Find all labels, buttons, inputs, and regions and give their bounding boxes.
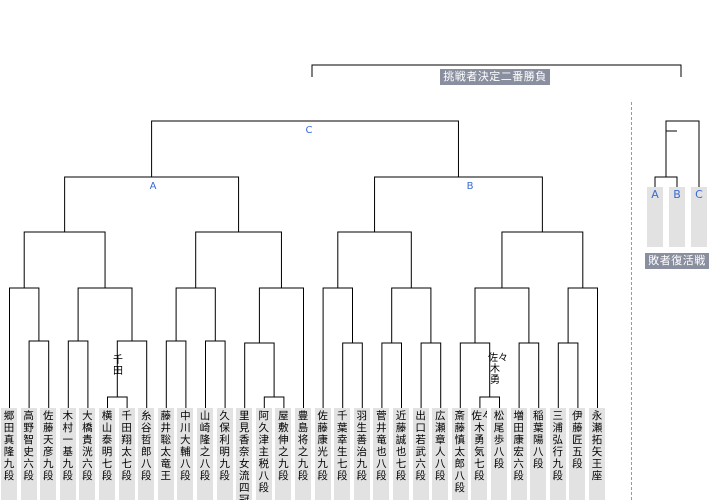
player-name: 近藤誠也七段 — [393, 408, 409, 500]
player-name: 永瀬拓矢王座 — [589, 408, 605, 500]
player-name: 藤井聡太竜王 — [157, 408, 174, 500]
player-name: 広瀬章人八段 — [432, 408, 449, 500]
player-name: 久保利明九段 — [216, 408, 233, 500]
bracket-line — [665, 130, 677, 177]
bracket-line — [654, 176, 678, 187]
bracket-line — [23, 231, 106, 288]
player-name: 屋敷伸之九段 — [275, 408, 292, 500]
bracket-line — [374, 176, 543, 232]
final-title: 挑戦者決定二番勝負 — [440, 69, 550, 85]
bracket-line — [391, 287, 432, 343]
player-name: 佐藤康光九段 — [314, 408, 331, 500]
player-name: 山崎隆之八段 — [197, 408, 213, 500]
player-name: 阿久津主税八段 — [255, 408, 272, 500]
bracket-line — [322, 287, 353, 408]
bracket-line — [557, 342, 579, 408]
player-name: 羽生善治九段 — [353, 408, 370, 500]
player-name: 千葉幸生七段 — [334, 408, 351, 500]
bracket-line — [67, 340, 89, 408]
losers-slot-a: A — [647, 187, 663, 247]
player-name: 菅井竜也八段 — [373, 408, 390, 500]
section-divider — [631, 102, 632, 500]
player-name: 中川大輔八段 — [177, 408, 194, 500]
bracket-line — [479, 396, 500, 408]
player-name: 佐藤天彦九段 — [40, 408, 57, 500]
label-c: C — [305, 125, 313, 136]
label-b: B — [466, 181, 474, 192]
bracket-line — [165, 340, 187, 408]
bracket-line — [381, 342, 402, 408]
player-name: 豊島将之九段 — [295, 408, 311, 500]
bracket-line — [474, 287, 530, 343]
player-name: 郷田真隆九段 — [1, 408, 17, 500]
bracket-line — [337, 231, 412, 288]
player-name: 横山泰明七段 — [99, 408, 115, 500]
bracket-line — [258, 287, 304, 408]
bracket-line — [205, 340, 226, 408]
bracket-line — [459, 342, 491, 408]
player-name: 稲葉 陽八段 — [530, 408, 547, 500]
player-name: 糸谷哲郎八段 — [138, 408, 155, 500]
bracket-line — [420, 342, 442, 408]
bracket-line — [28, 340, 50, 408]
bracket-line — [665, 120, 700, 187]
player-name: 高野智史六段 — [20, 408, 37, 500]
losers-slot-b: B — [669, 187, 685, 247]
player-name: 佐々木勇気七段 — [471, 408, 488, 500]
bracket-line — [151, 120, 459, 177]
note-senda: 千田 — [113, 355, 123, 377]
player-name: 里見香奈女流四冠 — [236, 408, 253, 500]
bracket-line — [107, 396, 128, 408]
label-a: A — [149, 181, 157, 192]
bracket-line — [342, 342, 363, 408]
bracket-line — [9, 287, 40, 408]
bracket-line — [311, 64, 682, 77]
player-name: 斎藤慎太郎八段 — [451, 408, 468, 500]
bracket-line — [175, 287, 216, 341]
bracket-line — [501, 231, 584, 288]
player-name: 松尾 歩八段 — [491, 408, 507, 500]
bracket-line — [244, 342, 275, 408]
player-name: 大橋貴洸六段 — [79, 408, 96, 500]
losers-slot-c: C — [691, 187, 707, 247]
note-sasaki: 佐々木勇 — [488, 353, 508, 386]
bracket-line — [263, 396, 285, 408]
player-name: 増田康宏六段 — [510, 408, 527, 500]
player-name: 木村一基九段 — [59, 408, 76, 500]
bracket-line — [195, 231, 282, 288]
bracket-line — [77, 287, 133, 341]
player-name: 伊藤 匠五段 — [569, 408, 586, 500]
losers-title: 敗者復活戦 — [645, 253, 709, 269]
bracket-line — [567, 287, 598, 408]
player-name: 出口若武六段 — [412, 408, 429, 500]
player-name: 千田翔太七段 — [118, 408, 135, 500]
bracket-line — [518, 342, 540, 408]
player-name: 三浦弘行九段 — [549, 408, 566, 500]
